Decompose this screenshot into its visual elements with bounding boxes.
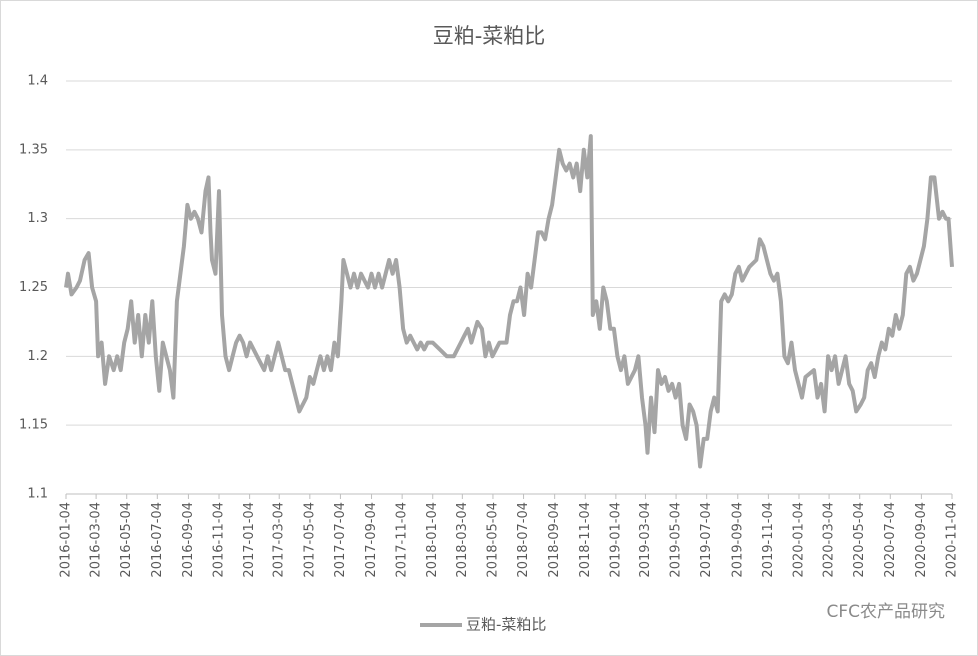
- x-tick-label: 2017-01-04: [242, 502, 257, 578]
- x-tick-label: 2016-01-04: [59, 502, 74, 578]
- y-tick-label: 1.25: [19, 280, 48, 295]
- x-tick-label: 2020-01-04: [791, 502, 806, 578]
- x-tick-label: 2018-01-04: [425, 502, 440, 578]
- x-tick-label: 2020-09-04: [914, 502, 929, 578]
- x-tick-label: 2019-09-04: [730, 502, 745, 578]
- x-tick-label: 2016-09-04: [181, 502, 196, 578]
- watermark: CFC农产品研究: [826, 602, 945, 622]
- x-tick-label: 2019-01-04: [608, 502, 623, 578]
- x-tick-label: 2016-07-04: [150, 502, 165, 578]
- y-tick-label: 1.15: [19, 418, 48, 433]
- x-tick-label: 2017-03-04: [272, 502, 287, 578]
- x-tick-label: 2016-11-04: [212, 502, 227, 578]
- x-tick-label: 2018-03-04: [455, 502, 470, 578]
- x-tick-label: 2017-07-04: [333, 502, 348, 578]
- x-tick-label: 2019-07-04: [699, 502, 714, 578]
- chart-title: 豆粕-菜粕比: [433, 24, 546, 48]
- legend-label: 豆粕-菜粕比: [466, 616, 546, 634]
- x-tick-label: 2017-09-04: [364, 502, 379, 578]
- x-tick-label: 2020-07-04: [883, 502, 898, 578]
- y-tick-label: 1.4: [27, 74, 48, 89]
- x-tick-label: 2019-05-04: [669, 502, 684, 578]
- y-tick-label: 1.2: [27, 349, 48, 364]
- x-tick-label: 2016-03-04: [89, 502, 104, 578]
- x-tick-label: 2018-11-04: [578, 502, 593, 578]
- x-tick-label: 2017-05-04: [302, 502, 317, 578]
- x-tick-label: 2019-11-04: [761, 502, 776, 578]
- y-tick-label: 1.3: [27, 211, 48, 226]
- data-line: [64, 134, 954, 469]
- x-tick-label: 2018-05-04: [485, 502, 500, 578]
- x-tick-label: 2020-11-04: [945, 502, 960, 578]
- x-tick-label: 2018-07-04: [516, 502, 531, 578]
- x-tick-label: 2016-05-04: [119, 502, 134, 578]
- x-tick-label: 2019-03-04: [638, 502, 653, 578]
- y-tick-label: 1.35: [19, 142, 48, 157]
- x-tick-label: 2020-03-04: [822, 502, 837, 578]
- x-tick-label: 2017-11-04: [395, 502, 410, 578]
- x-tick-label: 2020-05-04: [852, 502, 867, 578]
- y-tick-label: 1.1: [27, 487, 48, 502]
- x-tick-label: 2018-09-04: [547, 502, 562, 578]
